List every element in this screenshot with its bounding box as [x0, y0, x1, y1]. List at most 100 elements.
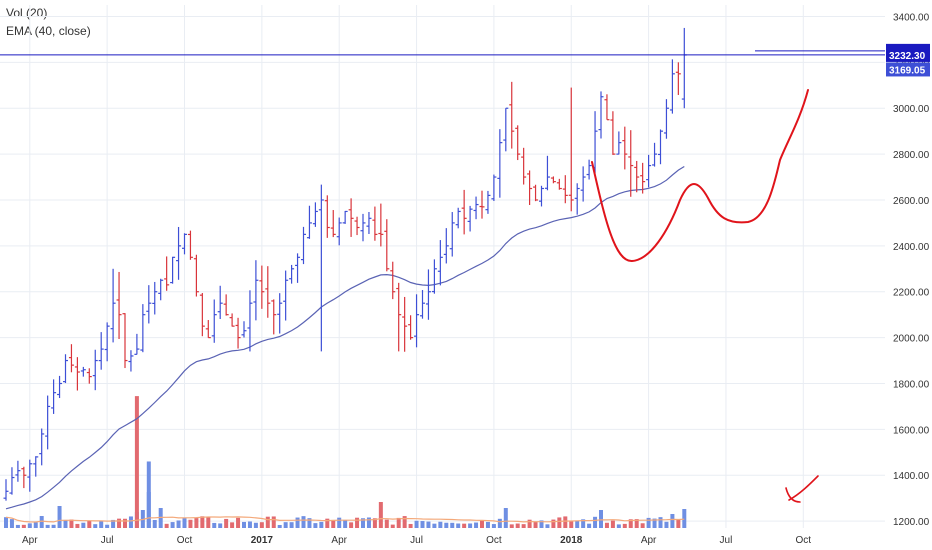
volume-bar — [408, 523, 413, 528]
volume-bar — [313, 523, 318, 528]
volume-bar — [295, 517, 300, 528]
volume-bar — [563, 516, 568, 528]
volume-bar — [81, 522, 86, 528]
volume-bar — [27, 523, 32, 528]
volume-bar — [170, 522, 175, 528]
volume-bar — [194, 518, 199, 528]
price-label: 3232.30 — [889, 51, 926, 62]
volume-bar — [497, 518, 502, 528]
volume-bar — [39, 516, 44, 528]
volume-bar — [337, 517, 342, 528]
volume-bar — [604, 522, 609, 528]
x-tick-label: Oct — [177, 535, 193, 546]
volume-bar — [587, 523, 592, 528]
y-tick-label: 2000.00 — [893, 334, 930, 345]
volume-bar — [259, 522, 264, 528]
volume-bar — [188, 519, 193, 528]
volume-bar — [384, 519, 389, 528]
volume-bar — [331, 519, 336, 528]
x-tick-label: Jul — [101, 535, 114, 546]
y-tick-label: 2800.00 — [893, 150, 930, 161]
volume-bar — [622, 523, 627, 528]
volume-bar — [265, 516, 270, 528]
volume-bar — [450, 522, 455, 528]
volume-bar — [581, 519, 586, 528]
volume-bar — [378, 502, 383, 528]
volume-bar — [271, 516, 276, 528]
volume-bar — [432, 523, 437, 528]
y-tick-label: 1600.00 — [893, 425, 930, 436]
volume-bar — [664, 521, 669, 528]
volume-bar — [515, 523, 520, 528]
y-tick-label: 2600.00 — [893, 196, 930, 207]
volume-bar — [372, 518, 377, 528]
volume-bar — [200, 516, 205, 528]
volume-bar — [396, 517, 401, 528]
y-tick-label: 3400.00 — [893, 12, 930, 23]
x-tick-label: Apr — [331, 535, 347, 546]
y-tick-label: 2400.00 — [893, 242, 930, 253]
volume-bar — [343, 519, 348, 528]
volume-bar — [640, 523, 645, 528]
volume-bar — [93, 524, 98, 528]
y-tick-label: 1400.00 — [893, 471, 930, 482]
volume-bar — [527, 519, 532, 528]
volume-bar — [176, 520, 181, 528]
price-label: 3169.05 — [889, 65, 926, 76]
volume-bar — [325, 518, 330, 528]
x-tick-label: Oct — [796, 535, 812, 546]
volume-bar — [206, 516, 211, 528]
volume-bar — [212, 522, 217, 528]
volume-bar — [616, 524, 621, 528]
volume-bar — [45, 524, 50, 528]
volume-bar — [75, 523, 80, 528]
cup-handle-annotation — [591, 89, 809, 263]
volume-bar — [21, 524, 26, 528]
x-tick-label: Apr — [22, 535, 38, 546]
volume-bar — [182, 518, 187, 528]
volume-bar — [402, 516, 407, 528]
volume-bar — [218, 523, 223, 528]
volume-bar — [551, 519, 556, 528]
volume-bar — [99, 520, 104, 528]
volume-bar — [301, 516, 306, 528]
volume-bar — [366, 517, 371, 528]
volume-bar — [676, 519, 681, 528]
volume-bar — [509, 524, 514, 528]
volume-bar — [87, 520, 92, 528]
volume-bar — [468, 523, 473, 528]
volume-bar — [682, 509, 687, 528]
volume-bar — [474, 522, 479, 528]
volume-bar — [658, 517, 663, 528]
volume-bar — [63, 519, 68, 528]
price-label-box — [886, 62, 930, 77]
volume-bar — [307, 518, 312, 528]
volume-bar — [485, 521, 490, 528]
volume-bar — [123, 518, 127, 528]
volume-bar — [670, 514, 675, 528]
volume-bar — [4, 517, 8, 528]
volume-bar — [15, 524, 20, 528]
volume-bar — [253, 522, 258, 528]
volume-bar — [557, 517, 562, 528]
volume-bar — [480, 520, 484, 528]
volume-bar — [117, 518, 122, 528]
volume-bar — [277, 524, 282, 528]
volume-bar — [289, 522, 294, 528]
volume-bar — [128, 516, 133, 528]
x-tick-label: Oct — [486, 535, 502, 546]
volume-ma-line — [5, 516, 685, 523]
volume-bar — [355, 517, 360, 528]
volume-bar — [134, 396, 139, 528]
volume-bar — [152, 520, 157, 528]
volume-bar — [491, 524, 496, 528]
volume-bar — [319, 521, 324, 528]
volume-bar — [33, 522, 38, 528]
ema-line — [5, 165, 685, 510]
volume-bar — [242, 521, 246, 528]
x-tick-label: Apr — [641, 535, 657, 546]
x-tick-label: Jul — [720, 535, 733, 546]
volume-bar — [236, 517, 241, 528]
volume-bar — [456, 523, 461, 528]
volume-bar — [69, 519, 74, 528]
